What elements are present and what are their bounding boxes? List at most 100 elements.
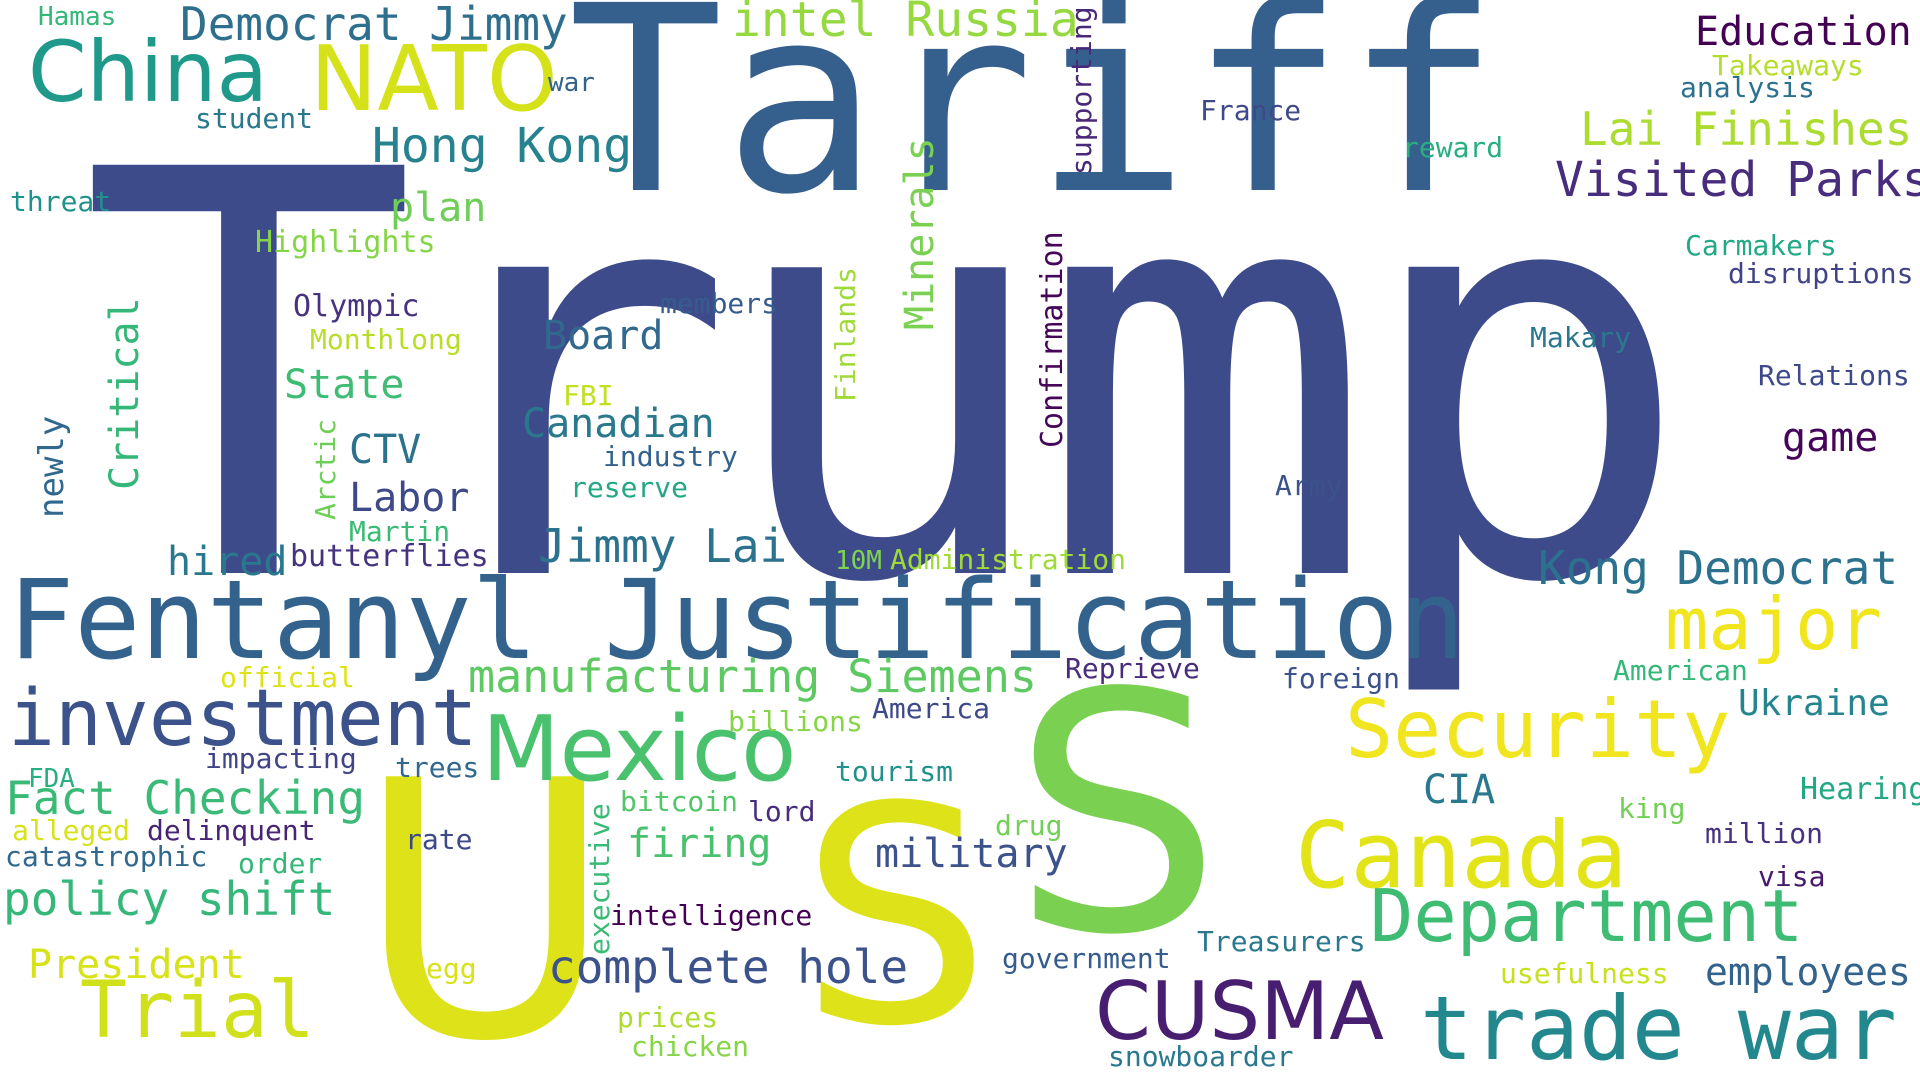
word-army: Army xyxy=(1275,469,1343,502)
word-carmakers: Carmakers xyxy=(1685,229,1837,262)
word-trade-war: trade war xyxy=(1420,977,1897,1080)
word-impacting: impacting xyxy=(205,742,357,775)
word-butterflies: butterflies xyxy=(290,539,489,574)
word-million: million xyxy=(1705,817,1824,850)
word-canadian: Canadian xyxy=(522,401,715,447)
word-game: game xyxy=(1782,415,1879,461)
word-martin: Martin xyxy=(349,515,451,548)
word-investment: investment xyxy=(8,674,478,764)
word-members: members xyxy=(660,287,779,320)
word-lord: lord xyxy=(748,795,816,828)
word-finlands: Finlands xyxy=(829,267,862,402)
word-threat: threat xyxy=(10,185,112,218)
word-state: State xyxy=(284,362,405,408)
word-newly: newly xyxy=(32,415,72,518)
word-education: Education xyxy=(1695,9,1912,55)
word-fact-checking: Fact Checking xyxy=(5,771,366,825)
word-delinquent: delinquent xyxy=(147,814,316,847)
word-analysis: analysis xyxy=(1680,71,1815,104)
word-complete-hole: complete hole xyxy=(548,940,909,994)
word-trial: Trial xyxy=(80,966,315,1056)
word-employees: employees xyxy=(1705,950,1911,994)
word-trump: Trump xyxy=(80,54,1694,706)
word-ctv: CTV xyxy=(349,427,422,473)
word-france: France xyxy=(1200,94,1302,127)
word-visa: visa xyxy=(1758,860,1826,893)
word-administration: Administration xyxy=(890,543,1127,576)
word-relations: Relations xyxy=(1758,359,1910,392)
word-firing: firing xyxy=(627,821,772,867)
word-military: military xyxy=(875,831,1068,877)
word-hearing: Hearing xyxy=(1800,772,1920,807)
word-highlights: Highlights xyxy=(255,225,436,260)
word-student: student xyxy=(195,102,314,135)
word-lai-finishes: Lai Finishes xyxy=(1580,102,1913,156)
word-president: President xyxy=(28,942,245,988)
word-arctic: Arctic xyxy=(309,418,342,520)
word-u: U xyxy=(355,705,615,1080)
word-kong-democrat: Kong Democrat xyxy=(1538,541,1899,595)
word-reprieve: Reprieve xyxy=(1065,652,1200,685)
word-cusma: CUSMA xyxy=(1095,965,1384,1058)
word-ukraine: Ukraine xyxy=(1738,683,1890,724)
word-10m: 10M xyxy=(835,546,882,576)
word-foreign: foreign xyxy=(1282,662,1401,695)
word-hong-kong: Hong Kong xyxy=(372,118,633,174)
word-billions: billions xyxy=(728,705,863,738)
word-takeaways: Takeaways xyxy=(1712,49,1864,82)
word-order: order xyxy=(238,847,323,880)
word-olympic: Olympic xyxy=(293,289,420,324)
word-hired: hired xyxy=(167,539,288,585)
word-disruptions: disruptions xyxy=(1728,257,1914,290)
word-america: America xyxy=(872,692,991,725)
word-american: American xyxy=(1613,654,1748,687)
word-plan: plan xyxy=(390,185,487,231)
word-king: king xyxy=(1618,792,1686,825)
word-industry: industry xyxy=(603,440,738,473)
word-tourism: tourism xyxy=(835,755,954,788)
word-policy-shift: policy shift xyxy=(3,872,336,926)
word-rate: rate xyxy=(405,823,473,856)
word-chicken: chicken xyxy=(631,1030,750,1063)
word-official: official xyxy=(220,661,355,694)
word-democrat-jimmy: Democrat Jimmy xyxy=(180,0,568,51)
word-trees: trees xyxy=(395,751,480,784)
word-fbi: FBI xyxy=(563,379,614,412)
word-labor: Labor xyxy=(349,475,470,521)
word-department: Department xyxy=(1370,874,1804,958)
word-makary: Makary xyxy=(1530,321,1632,354)
word-intel-russia: intel Russia xyxy=(732,0,1079,48)
word-government: government xyxy=(1002,942,1171,975)
word-executive: executive xyxy=(583,803,616,955)
word-s-green: S xyxy=(1012,623,1222,1007)
word-reserve: reserve xyxy=(570,471,689,504)
word-prices: prices xyxy=(617,1001,719,1034)
word-nato: NATO xyxy=(310,27,558,132)
word-fda: FDA xyxy=(28,764,75,794)
word-visited-parks: Visited Parks xyxy=(1555,152,1920,208)
word-fentanyl-justification: Fentanyl Justification xyxy=(8,556,1465,684)
word-canada: Canada xyxy=(1295,802,1628,909)
word-manufacturing-siemens: manufacturing Siemens xyxy=(468,650,1037,703)
word-major: major xyxy=(1665,582,1882,666)
word-drug: drug xyxy=(995,809,1063,842)
word-intelligence: intelligence xyxy=(610,899,813,932)
word-board: Board xyxy=(543,313,664,359)
word-usefulness: usefulness xyxy=(1500,957,1669,990)
word-mexico: Mexico xyxy=(482,697,797,802)
word-hamas: Hamas xyxy=(38,2,117,32)
word-confirmation: Confirmation xyxy=(1035,231,1070,448)
word-critical: Critical xyxy=(102,297,148,490)
word-snowboarder: snowboarder xyxy=(1108,1040,1294,1073)
word-monthlong: Monthlong xyxy=(310,323,462,356)
word-war: war xyxy=(548,68,595,98)
word-china: China xyxy=(28,23,268,121)
word-cia: CIA xyxy=(1423,767,1496,813)
word-egg: egg xyxy=(426,952,477,985)
word-supporting: supporting xyxy=(1065,6,1098,175)
word-reward: reward xyxy=(1402,131,1504,164)
word-s-yellow: S xyxy=(800,743,991,1080)
word-treasurers: Treasurers xyxy=(1197,925,1366,958)
word-catastrophic: catastrophic xyxy=(5,840,208,873)
